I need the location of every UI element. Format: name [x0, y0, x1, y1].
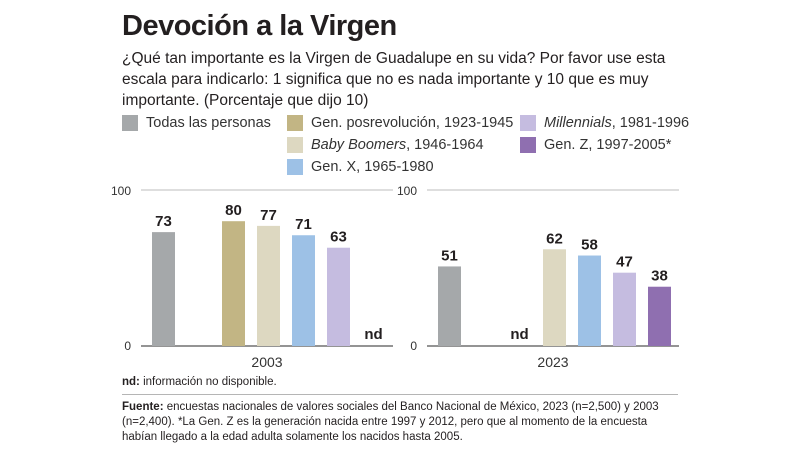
bar	[257, 225, 280, 346]
divider	[122, 394, 678, 395]
source-text: encuestas nacionales de valores sociales…	[122, 401, 659, 443]
legend-swatch	[520, 115, 536, 131]
data-label: 77	[260, 207, 277, 224]
legend-label: Gen. X, 1965-1980	[311, 159, 434, 175]
chart-title: Devoción a la Virgen	[122, 10, 397, 42]
data-label: 71	[295, 216, 312, 233]
legend-item: Gen. Z, 1997-2005*	[520, 137, 671, 153]
data-label: 80	[225, 202, 242, 219]
data-label: 51	[441, 247, 458, 264]
legend-swatch	[122, 115, 138, 131]
data-label-nd: nd	[364, 326, 382, 343]
bar	[648, 286, 671, 346]
y-tick-label: 100	[397, 184, 417, 198]
bar	[222, 221, 245, 346]
bar	[543, 249, 566, 346]
bar	[578, 255, 601, 346]
legend-label: Gen. posrevolución, 1923-1945	[311, 115, 514, 131]
x-category-label: 2003	[251, 354, 282, 370]
nd-note-text: información no disponible.	[139, 376, 277, 388]
bar	[292, 235, 315, 346]
legend-item: Millennials, 1981-1996	[520, 115, 689, 131]
legend: Todas las personas Gen. posrevolución, 19…	[122, 115, 692, 177]
data-label: 62	[546, 230, 563, 247]
source-key: Fuente:	[122, 401, 164, 413]
bar	[438, 266, 461, 346]
data-label: 38	[651, 268, 668, 285]
legend-swatch	[287, 115, 303, 131]
nd-note: nd: información no disponible.	[122, 376, 277, 388]
legend-swatch	[520, 137, 536, 153]
y-tick-label: 0	[124, 339, 131, 353]
legend-item: Baby Boomers, 1946-1964	[287, 137, 484, 153]
legend-label: Millennials, 1981-1996	[544, 115, 690, 131]
nd-note-key: nd:	[122, 376, 140, 388]
legend-label: Gen. Z, 1997-2005*	[544, 137, 672, 153]
data-label: 73	[155, 213, 172, 230]
legend-item: Gen. X, 1965-1980	[287, 159, 434, 175]
data-label-nd: nd	[510, 326, 528, 343]
legend-swatch	[287, 159, 303, 175]
bar	[327, 247, 350, 346]
bar	[613, 272, 636, 346]
x-category-label: 2023	[537, 354, 568, 370]
chart-subtitle: ¿Qué tan importante es la Virgen de Guad…	[122, 50, 666, 109]
legend-item: Todas las personas	[122, 115, 271, 131]
data-label: 47	[616, 254, 633, 271]
data-label: 58	[581, 237, 598, 254]
y-tick-label: 0	[410, 339, 417, 353]
legend-swatch	[287, 137, 303, 153]
source-note: Fuente: encuestas nacionales de valores …	[122, 400, 682, 445]
legend-label: Todas las personas	[146, 115, 271, 131]
legend-label: Baby Boomers, 1946-1964	[311, 137, 484, 153]
bar	[152, 232, 175, 346]
data-label: 63	[330, 229, 347, 246]
legend-item: Gen. posrevolución, 1923-1945	[287, 115, 513, 131]
y-tick-label: 100	[111, 184, 131, 198]
